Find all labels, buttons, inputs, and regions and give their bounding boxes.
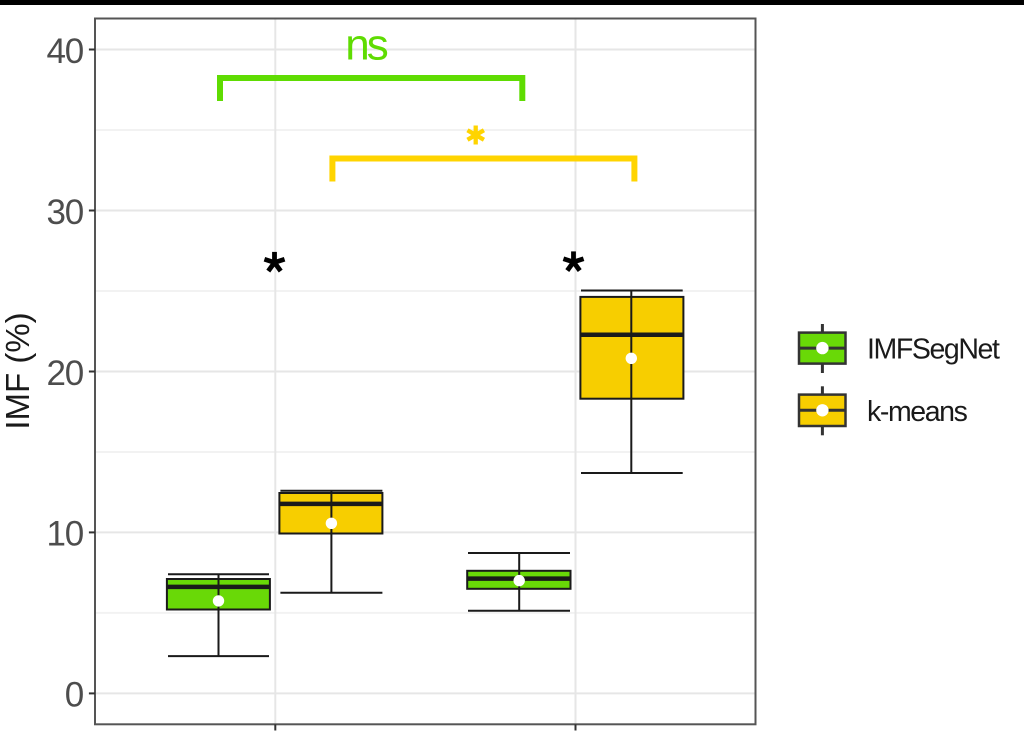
svg-text:0: 0 bbox=[65, 676, 84, 715]
svg-text:IMF (%): IMF (%) bbox=[0, 312, 36, 429]
svg-text:40: 40 bbox=[46, 32, 83, 71]
svg-text:k-means: k-means bbox=[867, 396, 968, 428]
svg-text:10: 10 bbox=[46, 515, 83, 554]
svg-text:20: 20 bbox=[46, 354, 83, 393]
svg-text:30: 30 bbox=[46, 193, 83, 232]
svg-text:ns: ns bbox=[345, 21, 387, 70]
svg-text:IMFSegNet: IMFSegNet bbox=[867, 334, 1000, 366]
